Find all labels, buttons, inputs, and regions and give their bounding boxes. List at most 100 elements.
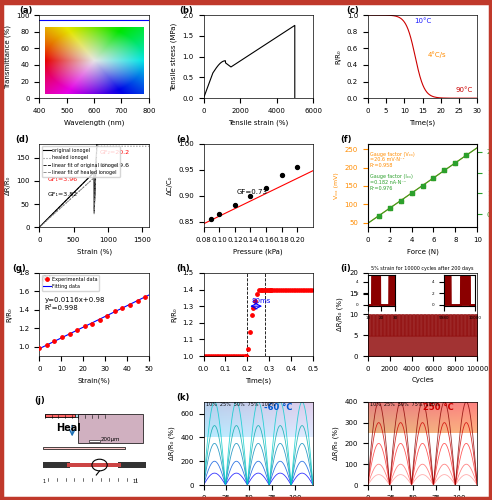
Text: (h): (h) [176,264,190,273]
Text: 10°C: 10°C [414,18,431,24]
Experimental data [88,320,96,328]
Text: GF₂=20.2: GF₂=20.2 [99,150,130,155]
Fitting data [48,340,54,346]
Y-axis label: Tensile stress (MPa): Tensile stress (MPa) [171,22,177,90]
Text: (d): (d) [15,136,29,144]
Fitting data [120,305,125,311]
original ionogel [96,141,102,147]
X-axis label: Strain (%): Strain (%) [77,248,112,255]
Y-axis label: ΔR/R₀ (%): ΔR/R₀ (%) [337,298,343,332]
Text: 1: 1 [43,480,46,484]
Y-axis label: ΔC/C₀: ΔC/C₀ [166,176,173,195]
Fitting data [127,302,133,308]
Point [264,286,272,294]
Bar [67,464,122,466]
original ionogel [126,141,132,147]
Fitting data [74,327,80,333]
Text: GF₁=3.82: GF₁=3.82 [48,192,78,196]
linear fit of original ionogel [64,196,70,202]
Point [386,204,394,212]
original ionogel [89,172,94,178]
healed ionogel [96,143,102,149]
linear fit of healed ionogel [69,194,75,200]
Point [293,163,301,171]
Fitting data [70,329,76,335]
X-axis label: Strain(%): Strain(%) [78,378,111,384]
Experimental data [111,307,119,315]
Point [375,212,383,220]
Text: (c): (c) [346,6,359,16]
X-axis label: Time(s): Time(s) [409,120,435,126]
Text: Gauge factor (Vₒₓ)
=20.6 mV·N⁻¹
R²=0.958: Gauge factor (Vₒₓ) =20.6 mV·N⁻¹ R²=0.958 [370,152,415,168]
Fitting data [55,336,61,342]
Y-axis label: R/R₀: R/R₀ [335,50,341,64]
Point [452,159,460,167]
Bar [45,414,75,417]
Experimental data [126,300,134,308]
Text: Gauge factor (Iₒₓ)
=0.182 nA·N⁻¹
R²=0.976: Gauge factor (Iₒₓ) =0.182 nA·N⁻¹ R²=0.97… [370,174,413,190]
Point [246,192,254,200]
Bar [45,414,105,417]
Point [251,297,259,305]
Point [255,286,263,294]
Experimental data [96,316,104,324]
Point [262,184,270,192]
Experimental data [51,338,59,345]
original ionogel [144,141,150,147]
X-axis label: Pressure (kPa): Pressure (kPa) [234,248,283,255]
Point [462,152,470,160]
Point [231,201,239,209]
Fitting data [59,334,65,340]
Text: 11: 11 [132,480,139,484]
Line: original ionogel: original ionogel [39,144,149,227]
Text: y=0.0116x+0.98: y=0.0116x+0.98 [45,297,105,303]
Point [397,196,404,204]
Text: (a): (a) [20,6,33,16]
healed ionogel [36,224,42,230]
healed ionogel [144,143,150,149]
Point [260,286,268,294]
Text: -60 °C: -60 °C [264,403,292,412]
Fitting data [123,303,129,309]
linear fit of healed ionogel [87,178,92,184]
Point [249,304,257,312]
Text: (b): (b) [180,6,193,16]
Experimental data [58,333,66,341]
Title: 5% strain for 10000 cycles after 200 days: 5% strain for 10000 cycles after 200 day… [371,266,474,271]
Point [266,286,274,294]
Legend: original ionogel, healed ionogel, linear fit of original ionogel, linear fit of : original ionogel, healed ionogel, linear… [42,146,120,176]
Fitting data [36,346,42,352]
Y-axis label: Transmittance (%): Transmittance (%) [4,24,11,88]
Text: (g): (g) [12,264,26,273]
Point [452,159,460,167]
Fitting data [108,310,114,316]
X-axis label: Cycles: Cycles [411,378,434,384]
Y-axis label: R/R₀: R/R₀ [171,307,177,322]
Point [440,166,448,174]
Line: linear fit of original ionogel: linear fit of original ionogel [39,172,94,227]
Point [397,196,404,204]
Fitting data [89,320,95,326]
Text: (k): (k) [176,393,189,402]
Text: (f): (f) [340,136,352,144]
Text: Heal: Heal [56,423,81,433]
Text: 200μm: 200μm [101,437,120,442]
Experimental data [133,297,141,305]
Text: (e): (e) [176,136,190,144]
Fitting data [116,307,122,313]
Point [407,189,415,197]
linear fit of original ionogel [49,212,55,218]
Bar [118,462,146,468]
linear fit of healed ionogel [64,198,70,204]
Point [419,182,427,190]
Text: 80ms: 80ms [252,298,271,304]
Fitting data [134,298,140,304]
Point [215,210,223,218]
Point [440,166,448,174]
healed ionogel [146,143,152,149]
Bar [89,440,99,442]
linear fit of original ionogel [89,172,94,178]
healed ionogel [89,176,95,182]
Y-axis label: ΔR/R₀ (%): ΔR/R₀ (%) [168,426,175,460]
Experimental data [81,322,89,330]
